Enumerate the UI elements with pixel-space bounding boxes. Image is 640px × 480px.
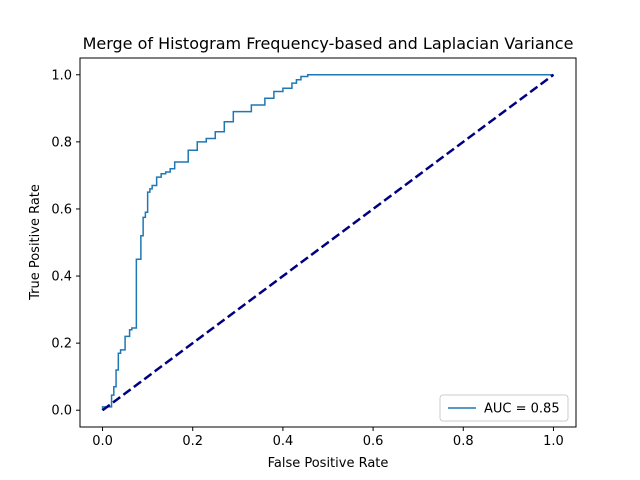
y-tick-label: 0.0: [51, 404, 72, 419]
x-tick-label: 0.6: [363, 434, 384, 449]
y-axis-label: True Positive Rate: [28, 184, 43, 301]
y-tick-label: 0.8: [51, 135, 72, 150]
y-tick-label: 1.0: [51, 68, 72, 83]
y-tick-label: 0.6: [51, 202, 72, 217]
legend-box: [439, 394, 569, 422]
y-axis-ticks: 0.0 0.2 0.4 0.6 0.8 1.0: [51, 68, 80, 419]
x-axis-label: False Positive Rate: [268, 456, 389, 471]
legend: AUC = 0.85: [439, 394, 569, 422]
y-tick-label: 0.4: [51, 270, 72, 285]
x-tick-label: 0.2: [182, 434, 203, 449]
x-axis-ticks: 0.0 0.2 0.4 0.6 0.8 1.0: [92, 427, 564, 449]
chance-diagonal-line: [101, 73, 555, 412]
legend-label-roc: AUC = 0.85: [484, 402, 560, 417]
y-tick-label: 0.2: [51, 337, 72, 352]
x-tick-label: 0.8: [453, 434, 474, 449]
x-tick-label: 0.0: [92, 434, 113, 449]
plot-area: [101, 73, 555, 412]
axes-frame: [79, 57, 577, 428]
x-tick-label: 1.0: [543, 434, 564, 449]
roc-curve-line: [101, 74, 554, 411]
chart-title: Merge of Histogram Frequency-based and L…: [83, 34, 574, 53]
x-tick-label: 0.4: [273, 434, 294, 449]
